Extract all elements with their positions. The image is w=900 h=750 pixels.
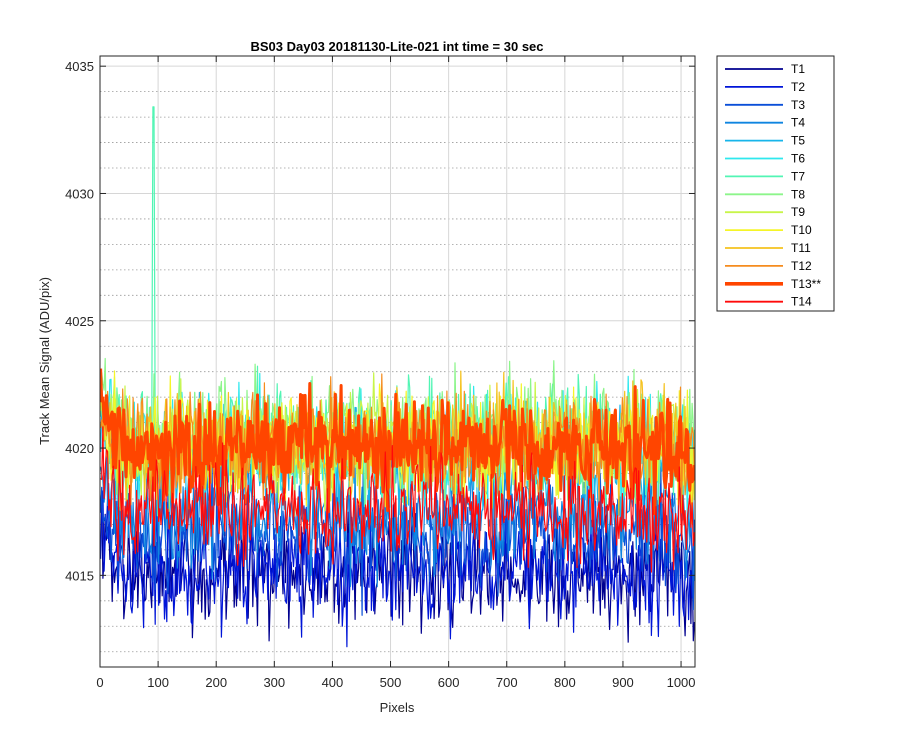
plot-frame (99, 55, 696, 668)
y-axis-ticks: 4015 4020 4025 4030 4035 (65, 59, 695, 583)
series-line-T14 (100, 426, 695, 573)
legend-entry-T8: T8 (791, 187, 805, 201)
legend-entry-T12: T12 (791, 259, 812, 273)
legend-entry-T4: T4 (791, 116, 805, 130)
series-line-T1 (100, 491, 695, 643)
x-tick-label: 900 (612, 675, 634, 690)
x-tick-label: 0 (96, 675, 103, 690)
y-tick-label: 4015 (65, 568, 94, 583)
legend: T1 T2 T3 T4 T5 T6 T7 T8 T9 T10 T11 T12 T13** T14 (716, 55, 835, 312)
x-axis-ticks: 0 100 200 300 400 500 600 700 800 900 1000 (96, 56, 696, 690)
x-tick-label: 600 (438, 675, 460, 690)
legend-entry-T13: T13** (791, 277, 821, 291)
legend-entry-T14: T14 (791, 295, 812, 309)
x-axis-label: Pixels (380, 700, 415, 715)
x-tick-label: 700 (496, 675, 518, 690)
legend-entry-T6: T6 (791, 152, 805, 166)
legend-entry-T7: T7 (791, 169, 805, 183)
chart-title: BS03 Day03 20181130-Lite-021 int time = … (250, 39, 543, 54)
x-tick-label: 500 (380, 675, 402, 690)
legend-entry-T2: T2 (791, 80, 805, 94)
y-tick-label: 4025 (65, 314, 94, 329)
y-axis-label: Track Mean Signal (ADU/pix) (37, 277, 52, 445)
legend-entry-T3: T3 (791, 98, 805, 112)
x-tick-label: 300 (263, 675, 285, 690)
legend-entry-T9: T9 (791, 205, 805, 219)
legend-entry-T11: T11 (791, 241, 811, 255)
plot-area: 0 100 200 300 400 500 600 700 800 900 1000 4015 402… (65, 55, 696, 690)
y-tick-label: 4035 (65, 59, 94, 74)
x-tick-label: 200 (205, 675, 227, 690)
x-tick-label: 100 (147, 675, 169, 690)
legend-entry-T1: T1 (791, 62, 805, 76)
legend-entry-T5: T5 (791, 134, 805, 148)
y-tick-label: 4030 (65, 186, 94, 201)
y-tick-label: 4020 (65, 441, 94, 456)
x-tick-label: 400 (322, 675, 344, 690)
series-lines (100, 106, 695, 648)
series-line-T13 (100, 368, 695, 516)
legend-entry-T10: T10 (791, 223, 812, 237)
x-tick-label: 1000 (667, 675, 696, 690)
x-tick-label: 800 (554, 675, 576, 690)
legend-box (716, 55, 835, 312)
